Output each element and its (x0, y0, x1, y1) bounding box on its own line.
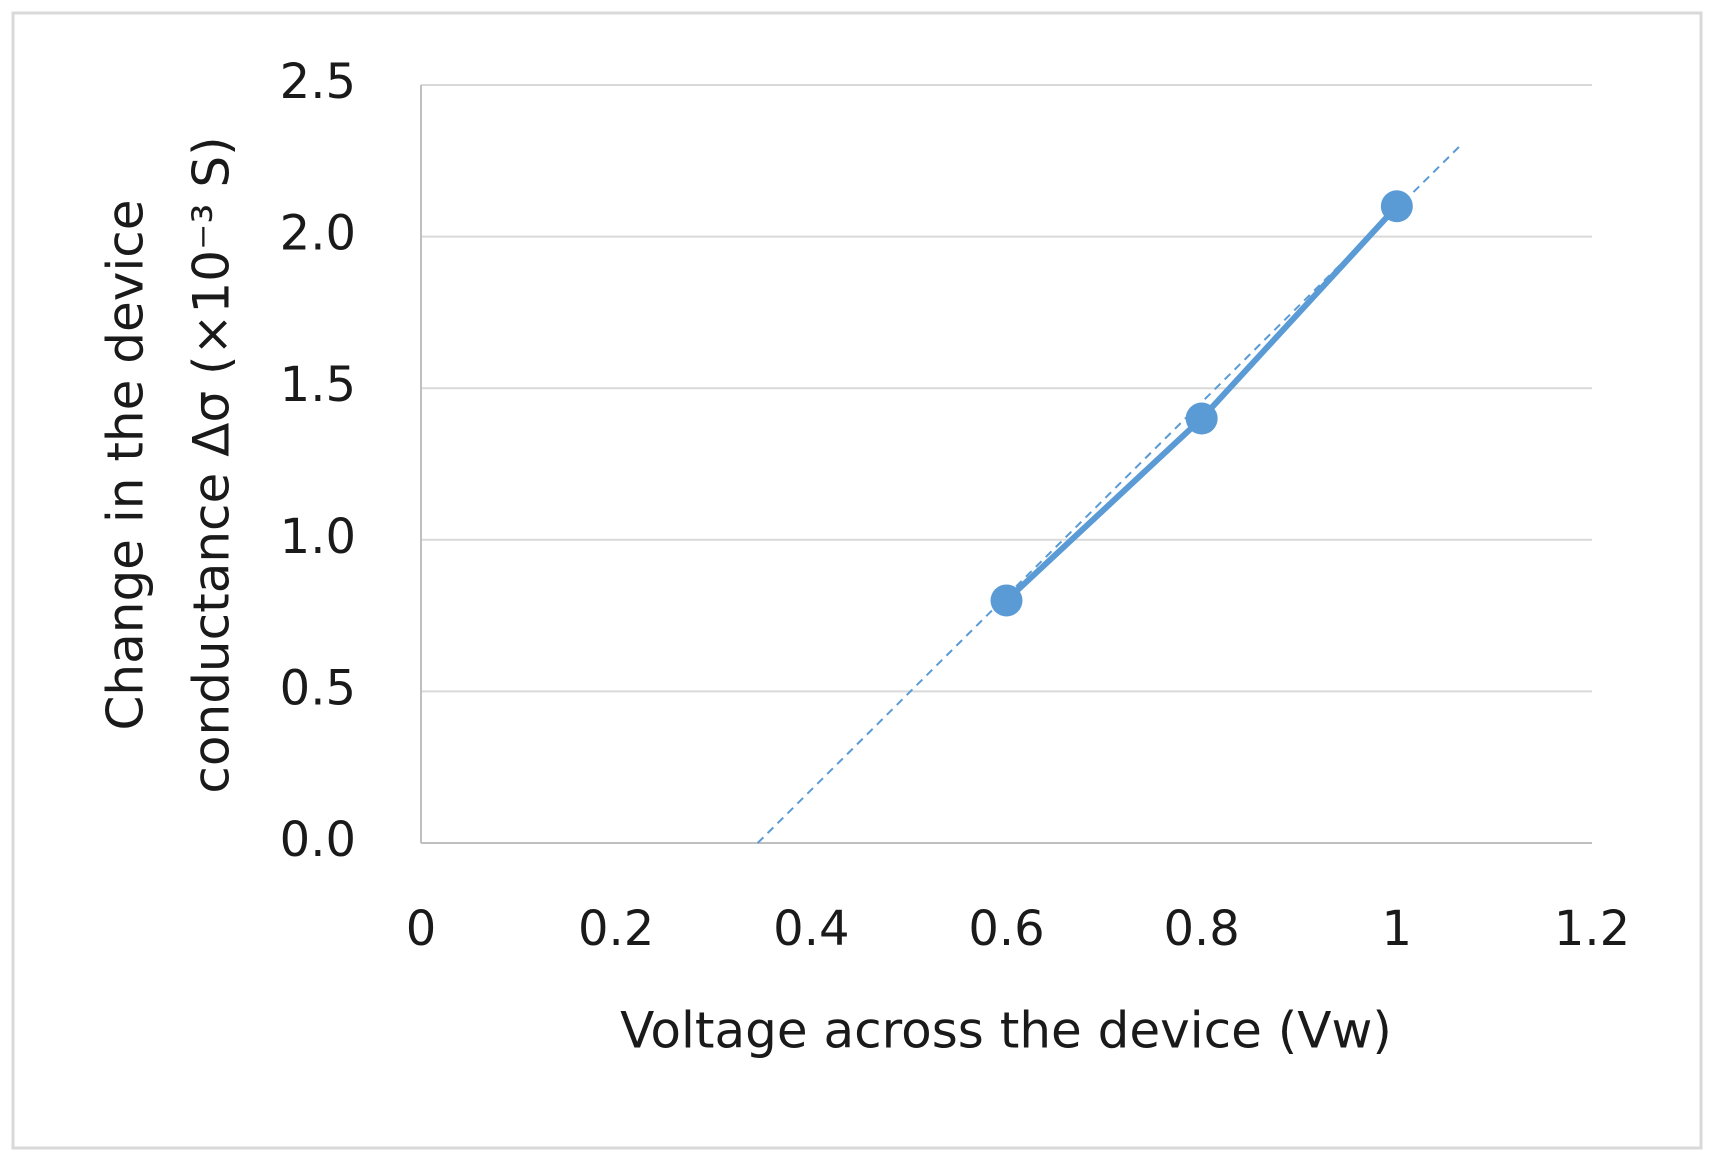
y-tick-label: 1.5 (280, 357, 356, 413)
x-tick-label: 0.8 (1163, 901, 1239, 957)
y-tick-label: 2.0 (280, 206, 356, 262)
x-tick-label: 1 (1382, 901, 1413, 957)
x-tick-label: 0.2 (578, 901, 654, 957)
data-point (990, 584, 1023, 617)
y-axis-title: Change in the device conductance Δσ (×10… (97, 136, 241, 793)
data-point (1185, 402, 1218, 435)
y-tick-label: 2.5 (280, 54, 356, 110)
x-tick-label: 0.6 (968, 901, 1044, 957)
chart-frame (11, 11, 1703, 1150)
x-tick-label: 0.4 (773, 901, 849, 957)
x-axis-title: Voltage across the device (Vw) (620, 1002, 1392, 1060)
x-tick-label: 0 (406, 901, 437, 957)
y-axis-title-line: conductance Δσ (×10⁻³ S) (183, 136, 241, 793)
y-tick-label: 0.5 (280, 660, 356, 716)
y-axis-title-line: Change in the device (97, 200, 155, 731)
y-tick-label: 1.0 (280, 509, 356, 565)
data-point (1380, 190, 1413, 223)
trendline (756, 144, 1461, 844)
y-tick-label: 0.0 (280, 812, 356, 868)
x-tick-label: 1.2 (1554, 901, 1630, 957)
